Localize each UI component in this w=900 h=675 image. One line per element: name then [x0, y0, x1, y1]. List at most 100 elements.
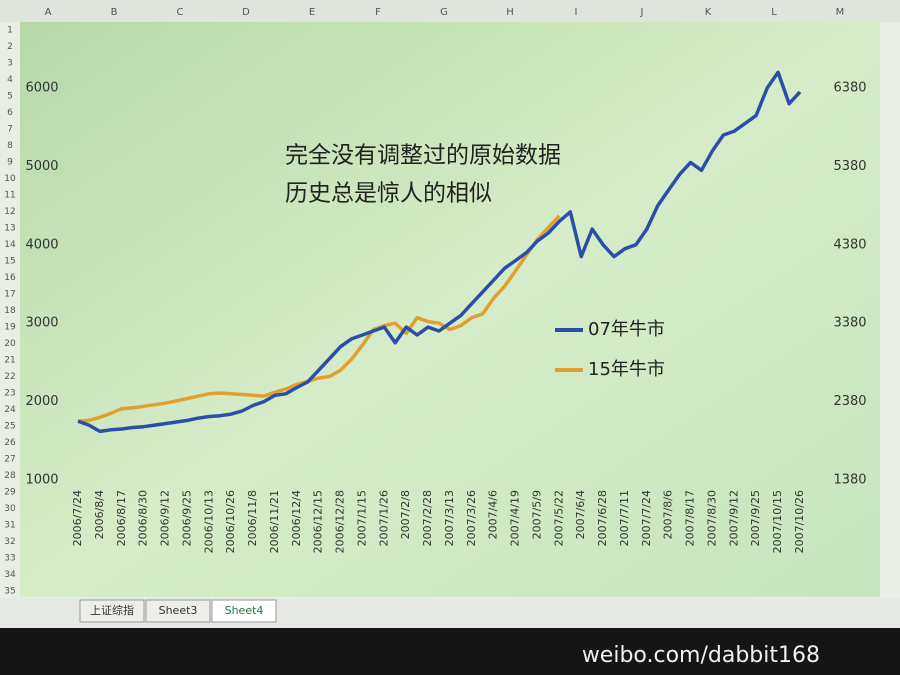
- row-number: 16: [4, 273, 16, 283]
- column-header: [0, 0, 900, 22]
- legend-label: 07年牛市: [588, 319, 665, 340]
- sheet-tab-label[interactable]: Sheet3: [159, 604, 198, 617]
- column-letter: B: [111, 7, 118, 18]
- row-number: 22: [4, 372, 15, 382]
- x-tick-label: 2006/8/4: [93, 490, 106, 539]
- x-tick-label: 2007/2/28: [421, 490, 434, 546]
- row-number: 25: [4, 422, 15, 432]
- sheet-tab[interactable]: [145, 599, 211, 623]
- column-letter: A: [45, 7, 52, 18]
- row-number: 21: [4, 356, 15, 366]
- row-number: 30: [4, 504, 16, 514]
- row-number: 2: [7, 42, 13, 52]
- x-tick-label: 2007/7/24: [640, 490, 653, 546]
- row-number: 28: [4, 471, 16, 481]
- row-number: 27: [4, 455, 15, 465]
- row-number: 34: [4, 570, 16, 580]
- y-tick-label: 5000: [25, 159, 58, 174]
- row-number: 17: [4, 290, 15, 300]
- x-tick-label: 2007/8/30: [705, 490, 718, 546]
- x-tick-label: 2006/10/26: [224, 490, 237, 553]
- x-tick-label: 2007/5/22: [552, 490, 565, 546]
- y-tick-label: 6000: [25, 81, 58, 96]
- x-tick-label: 2006/8/17: [115, 490, 128, 546]
- row-number: 5: [7, 92, 13, 102]
- x-tick-label: 2007/4/6: [487, 490, 500, 539]
- column-letter: J: [640, 7, 644, 18]
- column-letter: C: [177, 7, 184, 18]
- y2-tick-label: 3380: [833, 316, 866, 331]
- x-tick-label: 2007/1/15: [355, 490, 368, 546]
- row-number: 33: [4, 554, 15, 564]
- watermark: weibo.com/dabbit168: [582, 643, 820, 668]
- column-letter: K: [705, 7, 712, 18]
- row-number: 24: [4, 405, 16, 415]
- sheet-tab[interactable]: [79, 599, 145, 623]
- row-number: 29: [4, 488, 16, 498]
- x-tick-label: 2007/10/15: [771, 490, 784, 553]
- sheet-tab-label[interactable]: Sheet4: [225, 604, 264, 617]
- x-tick-label: 2006/9/12: [159, 490, 172, 546]
- x-tick-label: 2006/7/24: [71, 490, 84, 546]
- row-number: 32: [4, 537, 15, 547]
- row-number: 20: [4, 339, 16, 349]
- row-number: 1: [7, 26, 13, 36]
- annotation: 历史总是惊人的相似: [285, 181, 492, 207]
- sheet-tab[interactable]: [211, 599, 277, 623]
- series-line: [77, 70, 802, 434]
- x-tick-label: 2007/8/6: [662, 490, 675, 539]
- row-number: 26: [4, 438, 16, 448]
- y2-tick-label: 6380: [833, 81, 866, 96]
- column-letter: L: [771, 7, 777, 18]
- column-letter: E: [309, 7, 315, 18]
- x-tick-label: 2006/12/28: [334, 490, 347, 553]
- x-tick-label: 2007/1/26: [377, 490, 390, 546]
- x-tick-label: 2006/10/13: [202, 490, 215, 553]
- x-tick-label: 2007/9/25: [749, 490, 762, 546]
- x-tick-label: 2007/3/26: [465, 490, 478, 546]
- x-tick-label: 2007/6/28: [596, 490, 609, 546]
- series-line: [77, 214, 561, 423]
- y-tick-label: 3000: [25, 316, 58, 331]
- chart-area: [20, 22, 880, 597]
- y2-tick-label: 1380: [833, 473, 866, 488]
- column-letter: F: [375, 7, 381, 18]
- row-number: 18: [4, 306, 16, 316]
- x-tick-label: 2007/4/19: [509, 490, 522, 546]
- x-tick-label: 2007/3/13: [443, 490, 456, 546]
- legend-label: 15年牛市: [588, 359, 665, 380]
- sheet-tab-label[interactable]: 上证综指: [90, 603, 134, 617]
- row-number: 15: [4, 257, 15, 267]
- row-number: 13: [4, 224, 15, 234]
- x-tick-label: 2007/2/8: [399, 490, 412, 539]
- row-number: 9: [7, 158, 13, 168]
- y2-tick-label: 5380: [833, 159, 866, 174]
- x-tick-label: 2006/11/8: [246, 490, 259, 546]
- annotation: 完全没有调整过的原始数据: [285, 143, 561, 169]
- x-tick-label: 2007/7/11: [618, 490, 631, 546]
- row-number: 7: [7, 125, 13, 135]
- x-tick-label: 2006/12/4: [290, 490, 303, 546]
- bezel: [0, 628, 900, 675]
- column-letter: D: [242, 7, 250, 18]
- y-tick-label: 2000: [25, 394, 58, 409]
- row-number: 31: [4, 521, 15, 531]
- row-number: 3: [7, 59, 13, 69]
- row-number: 4: [7, 75, 13, 85]
- y-tick-label: 1000: [25, 473, 58, 488]
- column-letter: H: [506, 7, 514, 18]
- x-tick-label: 2006/9/25: [180, 490, 193, 546]
- x-tick-label: 2006/11/21: [268, 490, 281, 553]
- row-number: 19: [4, 323, 16, 333]
- row-number: 6: [7, 108, 13, 118]
- row-number: 12: [4, 207, 15, 217]
- y2-tick-label: 2380: [833, 394, 866, 409]
- column-letter: G: [440, 7, 448, 18]
- column-letter: M: [836, 7, 845, 18]
- x-tick-label: 2006/8/30: [137, 490, 150, 546]
- row-number: 14: [4, 240, 16, 250]
- y-tick-label: 4000: [25, 237, 58, 252]
- row-number: 11: [4, 191, 15, 201]
- row-number: 10: [4, 174, 16, 184]
